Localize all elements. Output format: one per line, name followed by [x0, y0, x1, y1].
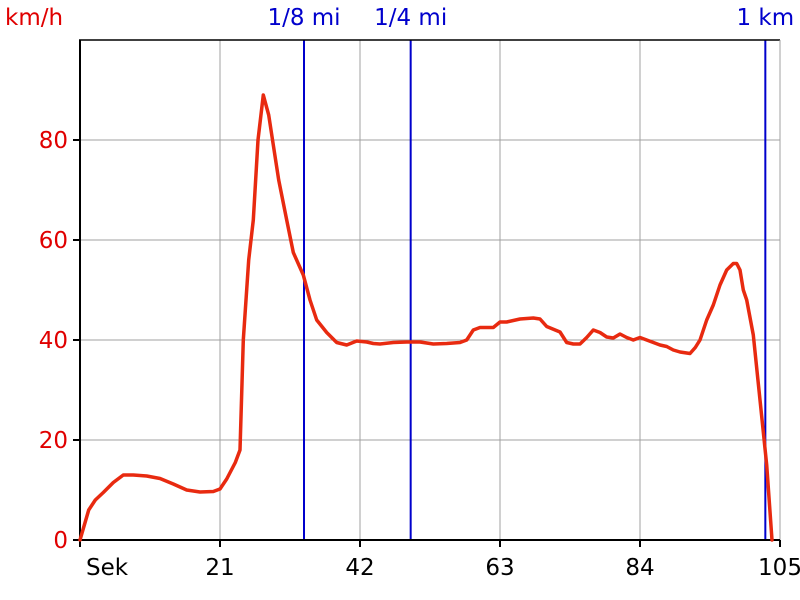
x-tick-label: 42: [345, 555, 374, 581]
x-tick-label: 84: [625, 555, 654, 581]
y-tick-label: 0: [53, 528, 68, 554]
series-layer: [78, 93, 774, 542]
y-tick-label: 20: [39, 428, 68, 454]
y-tick-label: 40: [39, 328, 68, 354]
distance-marker-label: 1/4 mi: [374, 5, 447, 31]
grid-lines: [80, 40, 780, 540]
x-tick-label: 21: [205, 555, 234, 581]
y-tick-label: 60: [39, 228, 68, 254]
distance-marker-label: 1/8 mi: [267, 5, 340, 31]
x-tick-label: 105: [758, 555, 800, 581]
x-tick-label: 63: [485, 555, 514, 581]
label-layer: 1/8 mi 1/4 mi 1 km 0 20 40 60 80 21 42 63 84 105: [39, 5, 800, 581]
speed-series-line: [78, 93, 774, 542]
distance-marker-label: 1 km: [736, 5, 794, 31]
plot-frame: [73, 39, 781, 547]
distance-marker-lines: [303, 40, 767, 540]
x-axis-unit-label: Sek: [86, 555, 129, 581]
y-tick-label: 80: [39, 128, 68, 154]
y-axis-unit-label: km/h: [5, 5, 63, 31]
